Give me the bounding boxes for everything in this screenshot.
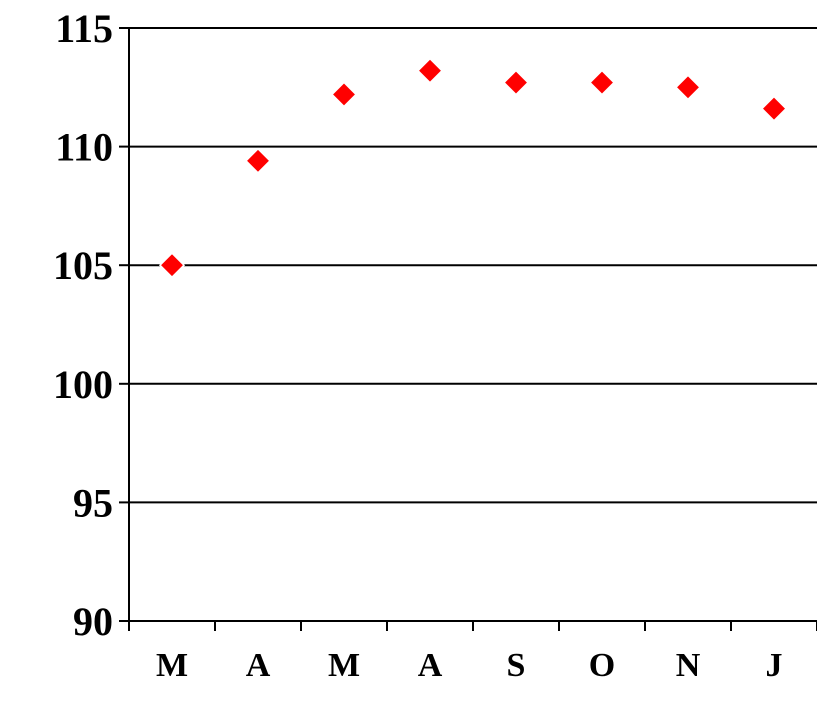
x-tick-label: N (676, 647, 701, 684)
x-tick-label: M (328, 647, 360, 684)
data-point-8 (760, 95, 788, 122)
x-tick-label: O (589, 647, 615, 684)
x-tick-label: J (766, 647, 783, 684)
data-point-6 (588, 69, 616, 96)
y-tick-labels: 90 95 100 105 110 115 (53, 6, 113, 644)
data-point-7 (674, 74, 702, 101)
axes (119, 27, 817, 631)
data-point-2 (244, 147, 272, 174)
y-tick-label: 105 (53, 243, 113, 288)
data-point-5 (502, 69, 530, 96)
x-tick-label: A (246, 647, 271, 684)
data-points (158, 57, 788, 279)
grid-lines (129, 27, 817, 504)
data-point-1 (158, 252, 186, 279)
y-tick-label: 110 (55, 125, 113, 170)
x-tick-label: M (156, 647, 188, 684)
x-tick-label: A (418, 647, 443, 684)
y-tick-label: 90 (73, 599, 113, 644)
y-tick-label: 115 (55, 6, 113, 51)
y-tick-label: 100 (53, 362, 113, 407)
y-tick-label: 95 (73, 480, 113, 525)
data-point-4 (416, 57, 444, 84)
data-point-3 (330, 81, 358, 108)
x-tick-label: S (507, 647, 526, 684)
